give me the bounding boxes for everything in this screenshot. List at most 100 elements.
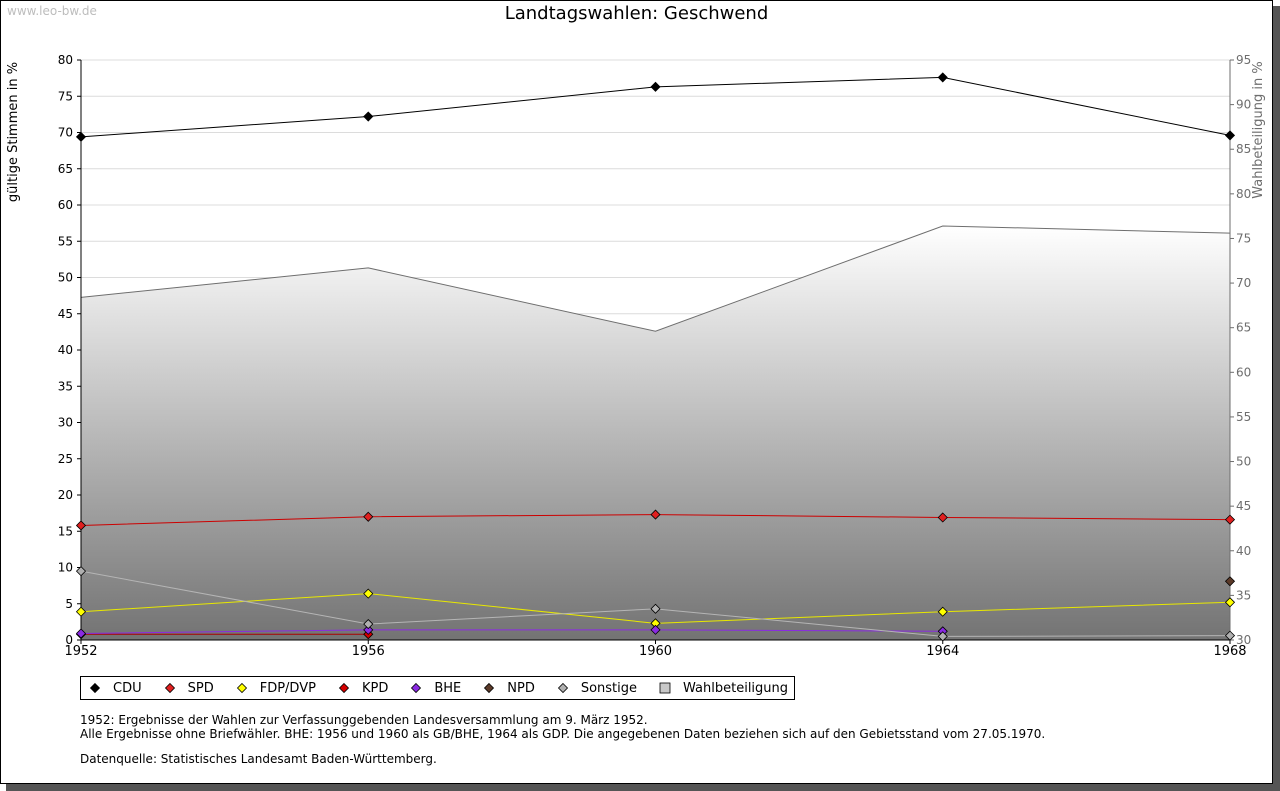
- legend-item: Wahlbeteiligung: [659, 681, 788, 696]
- frame-shadow-bottom: [6, 784, 1280, 791]
- y-tick-label: 25: [58, 452, 73, 466]
- source-note: Datenquelle: Statistisches Landesamt Bad…: [80, 752, 437, 766]
- legend-item: Sonstige: [557, 681, 637, 696]
- y2-tick-label: 65: [1236, 321, 1251, 335]
- turnout-line: [80, 225, 1231, 332]
- y-tick-label: 50: [58, 271, 73, 285]
- legend-item: NPD: [483, 681, 535, 696]
- legend-label: Wahlbeteiligung: [683, 680, 789, 696]
- legend-item: BHE: [410, 681, 461, 696]
- data-point-fdp-dvp: [363, 588, 374, 599]
- chart-title: Landtagswahlen: Geschwend: [504, 3, 769, 24]
- y2-tick-label: 45: [1236, 499, 1251, 513]
- legend-swatch-shape: [236, 682, 247, 694]
- data-point-bhe: [650, 624, 661, 635]
- data-point-cdu: [937, 72, 948, 83]
- x-tick-label: 1960: [639, 644, 672, 659]
- y2-tick-label: 95: [1236, 53, 1251, 67]
- y-tick-label: 5: [65, 597, 73, 611]
- x-tick-label: 1952: [64, 644, 97, 659]
- legend-label: BHE: [434, 680, 462, 696]
- data-point-sonstige: [650, 603, 661, 614]
- y2-tick-label: 90: [1236, 98, 1251, 112]
- x-tick-label: 1968: [1213, 644, 1246, 659]
- data-point-spd: [1224, 514, 1236, 525]
- data-point-cdu: [650, 81, 661, 92]
- y-tick-label: 15: [58, 524, 73, 538]
- legend: CDU SPD FDP/DVP KPD BHE NPD Sonstige Wahlbeteil…: [80, 676, 796, 700]
- legend-item: SPD: [164, 681, 214, 696]
- data-point-spd: [363, 511, 374, 522]
- series-layer: [75, 72, 1236, 642]
- series-line-bhe: [80, 629, 943, 634]
- legend-swatch-shape: [411, 682, 422, 694]
- data-point-bhe: [75, 628, 87, 639]
- legend-swatch-shape: [557, 682, 568, 694]
- legend-label: NPD: [507, 680, 535, 696]
- legend-item: CDU: [89, 681, 142, 696]
- data-point-sonstige: [1224, 630, 1236, 641]
- watermark: www.leo-bw.de: [7, 4, 97, 18]
- legend-swatch: [164, 682, 175, 694]
- y-tick-label: 80: [58, 53, 73, 67]
- note-line: 1952: Ergebnisse der Wahlen zur Verfassu…: [80, 713, 648, 727]
- data-point-sonstige: [363, 618, 374, 630]
- legend-swatch: [557, 682, 568, 694]
- notes: 1952: Ergebnisse der Wahlen zur Verfassu…: [80, 713, 1045, 741]
- y-tick-label: 55: [58, 234, 73, 248]
- y-tick-label: 60: [58, 198, 73, 212]
- legend-label: KPD: [361, 680, 389, 696]
- data-point-spd: [937, 512, 948, 523]
- legend-swatch-shape: [659, 682, 671, 694]
- y2-tick-label: 50: [1236, 455, 1251, 469]
- y2-tick-label: 85: [1236, 142, 1251, 156]
- data-point-fdp-dvp: [937, 606, 948, 617]
- axes: 0 5 10 15 20 25 30 35 40 45 50 55 60 65 70 75 80 30 35 40 45…: [58, 53, 1252, 659]
- y2-tick-label: 40: [1236, 544, 1251, 558]
- note-line: Alle Ergebnisse ohne Briefwähler. BHE: 1…: [80, 727, 1046, 741]
- legend-swatch: [236, 682, 247, 694]
- turnout-area-layer: [80, 225, 1231, 640]
- frame-shadow-right: [1273, 6, 1280, 791]
- data-point-fdp-dvp: [1224, 597, 1236, 608]
- legend-item: KPD: [338, 681, 388, 696]
- legend-swatch: [659, 682, 671, 694]
- legend-swatch: [484, 682, 495, 694]
- data-point-sonstige: [75, 566, 87, 577]
- legend-swatch-shape: [338, 682, 350, 694]
- y2-tick-label: 70: [1236, 276, 1251, 290]
- y-tick-label: 30: [58, 416, 73, 430]
- legend-swatch-shape: [89, 682, 101, 694]
- y2-tick-label: 75: [1236, 231, 1251, 245]
- y2-tick-label: 80: [1236, 187, 1251, 201]
- y2-axis-label: Wahlbeteiligung in %: [1251, 61, 1266, 198]
- data-point-cdu: [75, 131, 87, 142]
- y-tick-label: 45: [58, 307, 73, 321]
- legend-swatch: [338, 682, 350, 694]
- legend-swatch-shape: [164, 682, 175, 694]
- y2-tick-label: 60: [1236, 365, 1251, 379]
- data-point-spd: [650, 509, 661, 520]
- y2-tick-label: 55: [1236, 410, 1251, 424]
- y-tick-label: 20: [58, 488, 73, 502]
- y-tick-label: 10: [58, 561, 73, 575]
- legend-swatch: [89, 682, 101, 694]
- turnout-area: [81, 225, 1230, 640]
- data-point-fdp-dvp: [75, 606, 87, 617]
- y-tick-label: 75: [58, 89, 73, 103]
- legend-label: SPD: [187, 680, 214, 696]
- data-point-bhe: [363, 624, 374, 635]
- y2-tick-label: 35: [1236, 588, 1251, 602]
- data-point-cdu: [363, 111, 374, 122]
- y-tick-label: 35: [58, 379, 73, 393]
- y-tick-label: 40: [58, 343, 73, 357]
- legend-swatch: [411, 682, 422, 694]
- y2-tick-label: 30: [1236, 633, 1251, 647]
- x-tick-label: 1964: [926, 644, 959, 659]
- legend-label: CDU: [113, 680, 142, 696]
- y-tick-label: 70: [58, 126, 73, 140]
- y-tick-label: 65: [58, 162, 73, 176]
- x-tick-label: 1956: [352, 644, 385, 659]
- y-tick-label: 0: [65, 633, 73, 647]
- legend-label: FDP/DVP: [259, 680, 316, 696]
